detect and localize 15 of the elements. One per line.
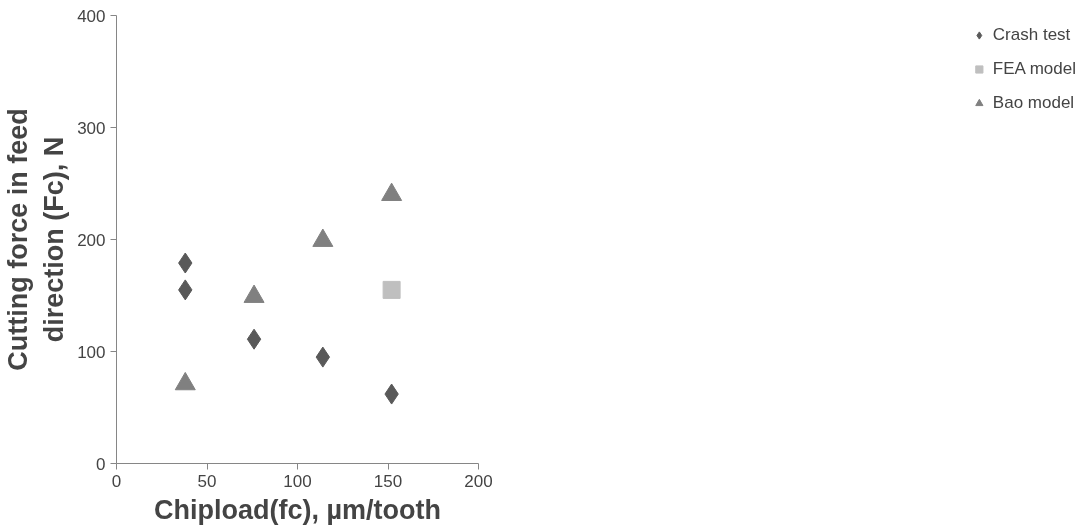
x-tick-label: 200 bbox=[464, 471, 493, 491]
x-axis-title: Chipload(fc), µm/tooth bbox=[154, 494, 442, 525]
legend-label: FEA model bbox=[992, 59, 1076, 79]
x-tick-label: 50 bbox=[197, 471, 217, 491]
x-tick-label: 0 bbox=[111, 471, 122, 491]
y-tick-label: 300 bbox=[77, 118, 106, 138]
y-tick-label: 0 bbox=[96, 454, 106, 474]
x-tick-label: 150 bbox=[373, 471, 403, 491]
y-tick-label: 400 bbox=[77, 6, 106, 26]
y-axis-title: Cutting force in feed direction (Fc), N bbox=[3, 108, 70, 371]
legend-label: Crash test bbox=[992, 25, 1071, 45]
legend-label: Bao model bbox=[992, 93, 1075, 113]
x-tick-label: 100 bbox=[283, 471, 312, 491]
y-tick-label: 100 bbox=[77, 342, 106, 362]
y-tick-label: 200 bbox=[77, 230, 106, 250]
